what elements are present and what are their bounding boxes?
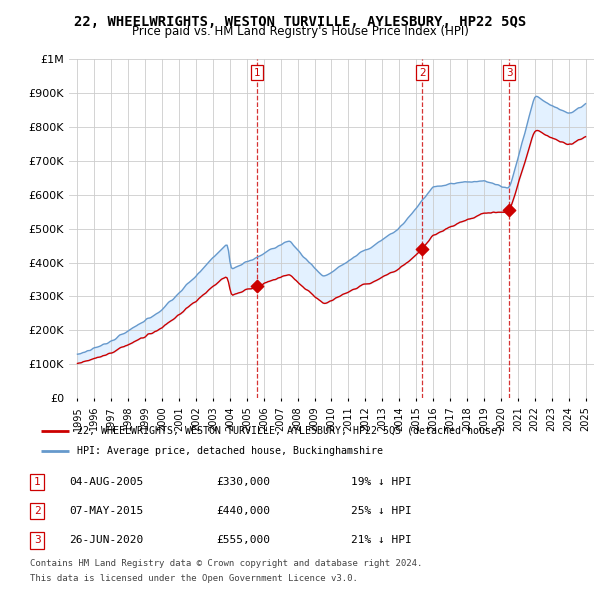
- Text: Price paid vs. HM Land Registry's House Price Index (HPI): Price paid vs. HM Land Registry's House …: [131, 25, 469, 38]
- Text: This data is licensed under the Open Government Licence v3.0.: This data is licensed under the Open Gov…: [30, 574, 358, 583]
- Text: 1: 1: [34, 477, 41, 487]
- Text: 2: 2: [34, 506, 41, 516]
- Text: 26-JUN-2020: 26-JUN-2020: [69, 536, 143, 545]
- Text: £440,000: £440,000: [216, 506, 270, 516]
- Text: £330,000: £330,000: [216, 477, 270, 487]
- Point: [252, 281, 262, 291]
- Text: £555,000: £555,000: [216, 536, 270, 545]
- Text: 21% ↓ HPI: 21% ↓ HPI: [351, 536, 412, 545]
- Text: Contains HM Land Registry data © Crown copyright and database right 2024.: Contains HM Land Registry data © Crown c…: [30, 559, 422, 568]
- Point: [504, 205, 514, 215]
- Text: HPI: Average price, detached house, Buckinghamshire: HPI: Average price, detached house, Buck…: [77, 446, 383, 456]
- Text: 1: 1: [253, 68, 260, 77]
- Point: [418, 244, 427, 254]
- Text: 07-MAY-2015: 07-MAY-2015: [69, 506, 143, 516]
- Text: 22, WHEELWRIGHTS, WESTON TURVILLE, AYLESBURY, HP22 5QS (detached house): 22, WHEELWRIGHTS, WESTON TURVILLE, AYLES…: [77, 426, 503, 436]
- Text: 2: 2: [419, 68, 425, 77]
- Text: 3: 3: [506, 68, 512, 77]
- Text: 19% ↓ HPI: 19% ↓ HPI: [351, 477, 412, 487]
- Text: 04-AUG-2005: 04-AUG-2005: [69, 477, 143, 487]
- Text: 22, WHEELWRIGHTS, WESTON TURVILLE, AYLESBURY, HP22 5QS: 22, WHEELWRIGHTS, WESTON TURVILLE, AYLES…: [74, 15, 526, 29]
- Text: 25% ↓ HPI: 25% ↓ HPI: [351, 506, 412, 516]
- Text: 3: 3: [34, 536, 41, 545]
